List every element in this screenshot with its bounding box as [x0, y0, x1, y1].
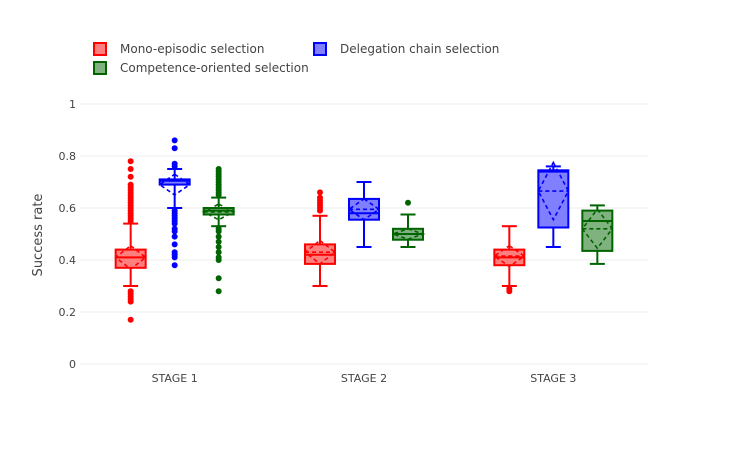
sd-diamond [347, 197, 381, 221]
outlier-point [506, 285, 513, 292]
legend-label: Competence-oriented selection [120, 61, 309, 75]
legend-swatch [93, 61, 107, 75]
sd-diamond [390, 227, 426, 241]
outlier-point [405, 199, 411, 206]
outlier-point [127, 158, 134, 165]
outlier-point [171, 241, 178, 248]
box-mark [537, 160, 570, 248]
box-mark [158, 137, 192, 269]
legend-swatch [313, 42, 327, 56]
outlier-point [215, 225, 222, 232]
legend-item[interactable]: Mono-episodic selection [93, 42, 264, 56]
box-body [114, 248, 147, 269]
x-axis-ticks: STAGE 1 STAGE 2 STAGE 3 [152, 372, 577, 385]
x-tick-label: STAGE 3 [530, 372, 576, 385]
outlier-point [127, 288, 134, 295]
y-axis-ticks: 0 0.2 0.4 0.6 0.8 1 [59, 98, 77, 371]
sd-diamond [303, 239, 337, 265]
outlier-point [171, 137, 178, 144]
legend[interactable]: Mono-episodic selection Delegation chain … [93, 42, 499, 75]
sd-diamond [158, 173, 192, 196]
outlier-point [215, 249, 222, 256]
box-series-layer [114, 137, 614, 323]
box-mark [347, 181, 381, 248]
legend-item[interactable]: Delegation chain selection [313, 42, 499, 56]
sd-diamond [492, 244, 526, 268]
outlier-point [127, 166, 134, 172]
outlier-point [317, 189, 323, 196]
series-competence-oriented-selection [201, 166, 614, 295]
outlier-point [215, 238, 222, 245]
sd-diamond [537, 160, 570, 222]
box-mark [114, 158, 147, 323]
outlier-point [171, 249, 178, 256]
legend-swatch [93, 42, 107, 56]
outlier-point [127, 316, 134, 323]
y-tick-label: 0 [69, 358, 76, 371]
y-tick-label: 1 [69, 98, 76, 111]
sd-diamond [201, 203, 236, 221]
y-tick-label: 0.6 [59, 202, 77, 215]
outlier-point [215, 275, 222, 282]
outlier-point [215, 244, 222, 250]
x-tick-label: STAGE 1 [152, 372, 198, 385]
series-delegation-chain-selection [158, 137, 570, 269]
y-tick-label: 0.4 [59, 254, 77, 267]
sd-diamond [114, 244, 147, 271]
y-tick-label: 0.2 [59, 306, 77, 319]
outlier-point [215, 166, 222, 172]
box-mark [390, 199, 426, 248]
outlier-point [127, 173, 134, 180]
outlier-point [127, 181, 134, 188]
box-mark [201, 166, 236, 295]
sd-diamond [581, 207, 614, 250]
box-body [537, 169, 570, 229]
legend-label: Mono-episodic selection [120, 42, 264, 56]
outlier-point [171, 225, 178, 232]
outlier-point [171, 262, 178, 269]
y-tick-label: 0.8 [59, 150, 77, 163]
box-body [581, 209, 614, 252]
outlier-point [171, 233, 178, 240]
y-axis-title: Success rate [31, 194, 46, 277]
outlier-point [171, 160, 178, 167]
x-tick-label: STAGE 2 [341, 372, 387, 385]
box-mark [303, 189, 337, 287]
outlier-point [215, 288, 222, 295]
outlier-point [171, 207, 178, 214]
outlier-point [317, 194, 323, 201]
series-mono-episodic-selection [114, 158, 526, 323]
outlier-point [215, 233, 222, 240]
legend-label: Delegation chain selection [340, 42, 499, 56]
outlier-point [215, 254, 222, 261]
outlier-point [171, 145, 178, 152]
box-mark [492, 225, 526, 295]
legend-item[interactable]: Competence-oriented selection [93, 61, 309, 75]
box-mark [581, 204, 614, 265]
